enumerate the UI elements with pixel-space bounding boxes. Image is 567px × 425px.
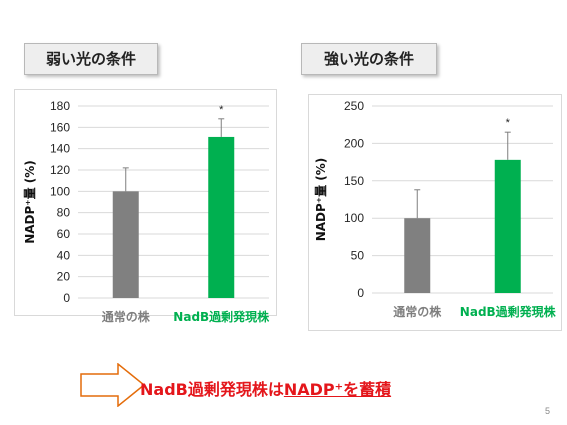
bar — [112, 191, 139, 298]
right-arrow-icon — [80, 363, 146, 407]
significance-marker: * — [506, 117, 511, 129]
y-tick-label: 100 — [50, 184, 70, 198]
page-number: 5 — [545, 406, 551, 416]
y-tick-label: 0 — [63, 291, 70, 305]
conclusion-text: NadB過剰発現株はNADP⁺を蓄積 — [140, 376, 391, 400]
x-category-label: NadB過剰発現株 — [173, 309, 270, 324]
bar — [494, 159, 521, 293]
y-tick-label: 20 — [57, 270, 71, 284]
y-axis-label: NADP⁺量 (%) — [314, 158, 328, 242]
title-strong-light: 強い光の条件 — [301, 43, 437, 75]
y-axis-label: NADP⁺量 (%) — [23, 160, 37, 244]
y-tick-label: 40 — [57, 248, 71, 262]
conclusion-part2: NADP⁺を蓄積 — [283, 380, 392, 399]
y-tick-label: 180 — [50, 99, 70, 113]
y-tick-label: 140 — [50, 142, 70, 156]
x-category-label: 通常の株 — [102, 309, 151, 324]
y-tick-label: 120 — [50, 163, 70, 177]
chart-weak-light: 0 20 40 60 80 100 120 140 160 180 NADP⁺量 (%) 通常の株 * N… — [23, 99, 270, 324]
bar — [208, 136, 235, 298]
y-tick-label: 200 — [344, 136, 364, 150]
chart-strong-light: 0 50 100 150 200 250 NADP⁺量 (%) 通常の株 * NadB過剰発現株 — [314, 99, 557, 319]
y-tick-label: 60 — [57, 227, 71, 241]
significance-marker: * — [219, 104, 224, 116]
title-weak-light: 弱い光の条件 — [24, 43, 158, 75]
bar — [404, 218, 431, 293]
y-tick-label: 80 — [57, 206, 71, 220]
conclusion-part1: NadB過剰発現株は — [140, 380, 284, 399]
y-tick-label: 250 — [344, 99, 364, 113]
y-tick-label: 0 — [357, 286, 364, 300]
y-tick-label: 150 — [344, 174, 364, 188]
x-category-label: 通常の株 — [393, 304, 442, 319]
y-tick-label: 160 — [50, 120, 70, 134]
x-category-label: NadB過剰発現株 — [460, 304, 557, 319]
y-tick-label: 50 — [351, 249, 365, 263]
y-tick-label: 100 — [344, 211, 364, 225]
